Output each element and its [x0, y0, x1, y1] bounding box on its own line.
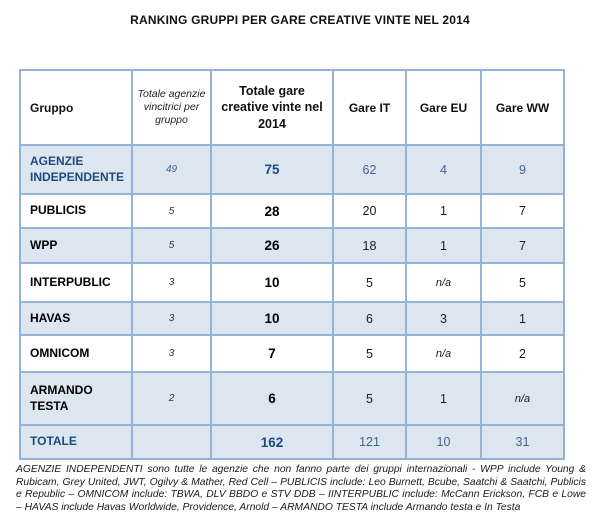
cell-totale: 6 — [210, 371, 334, 426]
cell-ww: 31 — [480, 424, 565, 460]
cell-ww: 9 — [480, 144, 565, 195]
cell-eu: n/a — [405, 334, 482, 373]
cell-totale: 75 — [210, 144, 334, 195]
cell-totale: 28 — [210, 193, 334, 229]
cell-eu: 3 — [405, 301, 482, 336]
page-title: RANKING GRUPPI PER GARE CREATIVE VINTE N… — [130, 13, 470, 27]
cell-gruppo: TOTALE — [19, 424, 133, 460]
cell-totale: 10 — [210, 262, 334, 303]
table-row: OMNICOM 3 7 5 n/a 2 — [19, 334, 565, 373]
cell-agenzie: 3 — [131, 334, 212, 373]
cell-totale: 7 — [210, 334, 334, 373]
cell-totale: 10 — [210, 301, 334, 336]
table-body: AGENZIE INDEPENDENTE 49 75 62 4 9 PUBLICIS 5 28 2… — [19, 144, 565, 460]
cell-agenzie: 3 — [131, 301, 212, 336]
cell-ww: 2 — [480, 334, 565, 373]
cell-gruppo: HAVAS — [19, 301, 133, 336]
table-row: WPP 5 26 18 1 7 — [19, 227, 565, 264]
table-row: INTERPUBLIC 3 10 5 n/a 5 — [19, 262, 565, 303]
cell-it: 6 — [332, 301, 407, 336]
cell-gruppo: ARMANDO TESTA — [19, 371, 133, 426]
cell-agenzie: 3 — [131, 262, 212, 303]
column-header-gruppo: Gruppo — [19, 69, 133, 146]
cell-ww: 7 — [480, 193, 565, 229]
table-row: TOTALE 162 121 10 31 — [19, 424, 565, 460]
cell-ww: 7 — [480, 227, 565, 264]
cell-gruppo: WPP — [19, 227, 133, 264]
cell-totale: 162 — [210, 424, 334, 460]
column-header-totale-agenzie: Totale agenzie vincitrici per gruppo — [131, 69, 212, 146]
cell-eu: 4 — [405, 144, 482, 195]
cell-ww: n/a — [480, 371, 565, 426]
cell-it: 18 — [332, 227, 407, 264]
cell-it: 5 — [332, 262, 407, 303]
cell-totale: 26 — [210, 227, 334, 264]
cell-it: 5 — [332, 334, 407, 373]
cell-it: 20 — [332, 193, 407, 229]
ranking-table: Gruppo Totale agenzie vincitrici per gru… — [19, 69, 565, 460]
cell-agenzie: 5 — [131, 227, 212, 264]
table-row: AGENZIE INDEPENDENTE 49 75 62 4 9 — [19, 144, 565, 195]
cell-gruppo: OMNICOM — [19, 334, 133, 373]
table-row: PUBLICIS 5 28 20 1 7 — [19, 193, 565, 229]
column-header-gare-eu: Gare EU — [405, 69, 482, 146]
cell-eu: 1 — [405, 371, 482, 426]
cell-eu: 1 — [405, 227, 482, 264]
cell-eu: 1 — [405, 193, 482, 229]
cell-gruppo: AGENZIE INDEPENDENTE — [19, 144, 133, 195]
cell-gruppo: PUBLICIS — [19, 193, 133, 229]
table-header-row: Gruppo Totale agenzie vincitrici per gru… — [19, 69, 565, 146]
table-row: ARMANDO TESTA 2 6 5 1 n/a — [19, 371, 565, 426]
cell-agenzie: 49 — [131, 144, 212, 195]
cell-ww: 1 — [480, 301, 565, 336]
cell-gruppo: INTERPUBLIC — [19, 262, 133, 303]
cell-eu: 10 — [405, 424, 482, 460]
cell-it: 62 — [332, 144, 407, 195]
cell-ww: 5 — [480, 262, 565, 303]
cell-it: 5 — [332, 371, 407, 426]
cell-agenzie: 5 — [131, 193, 212, 229]
column-header-totale-gare: Totale gare creative vinte nel 2014 — [210, 69, 334, 146]
cell-agenzie — [131, 424, 212, 460]
cell-it: 121 — [332, 424, 407, 460]
cell-eu: n/a — [405, 262, 482, 303]
footnote: AGENZIE INDEPENDENTI sono tutte le agenz… — [16, 464, 586, 513]
cell-agenzie: 2 — [131, 371, 212, 426]
column-header-gare-ww: Gare WW — [480, 69, 565, 146]
column-header-gare-it: Gare IT — [332, 69, 407, 146]
table-row: HAVAS 3 10 6 3 1 — [19, 301, 565, 336]
